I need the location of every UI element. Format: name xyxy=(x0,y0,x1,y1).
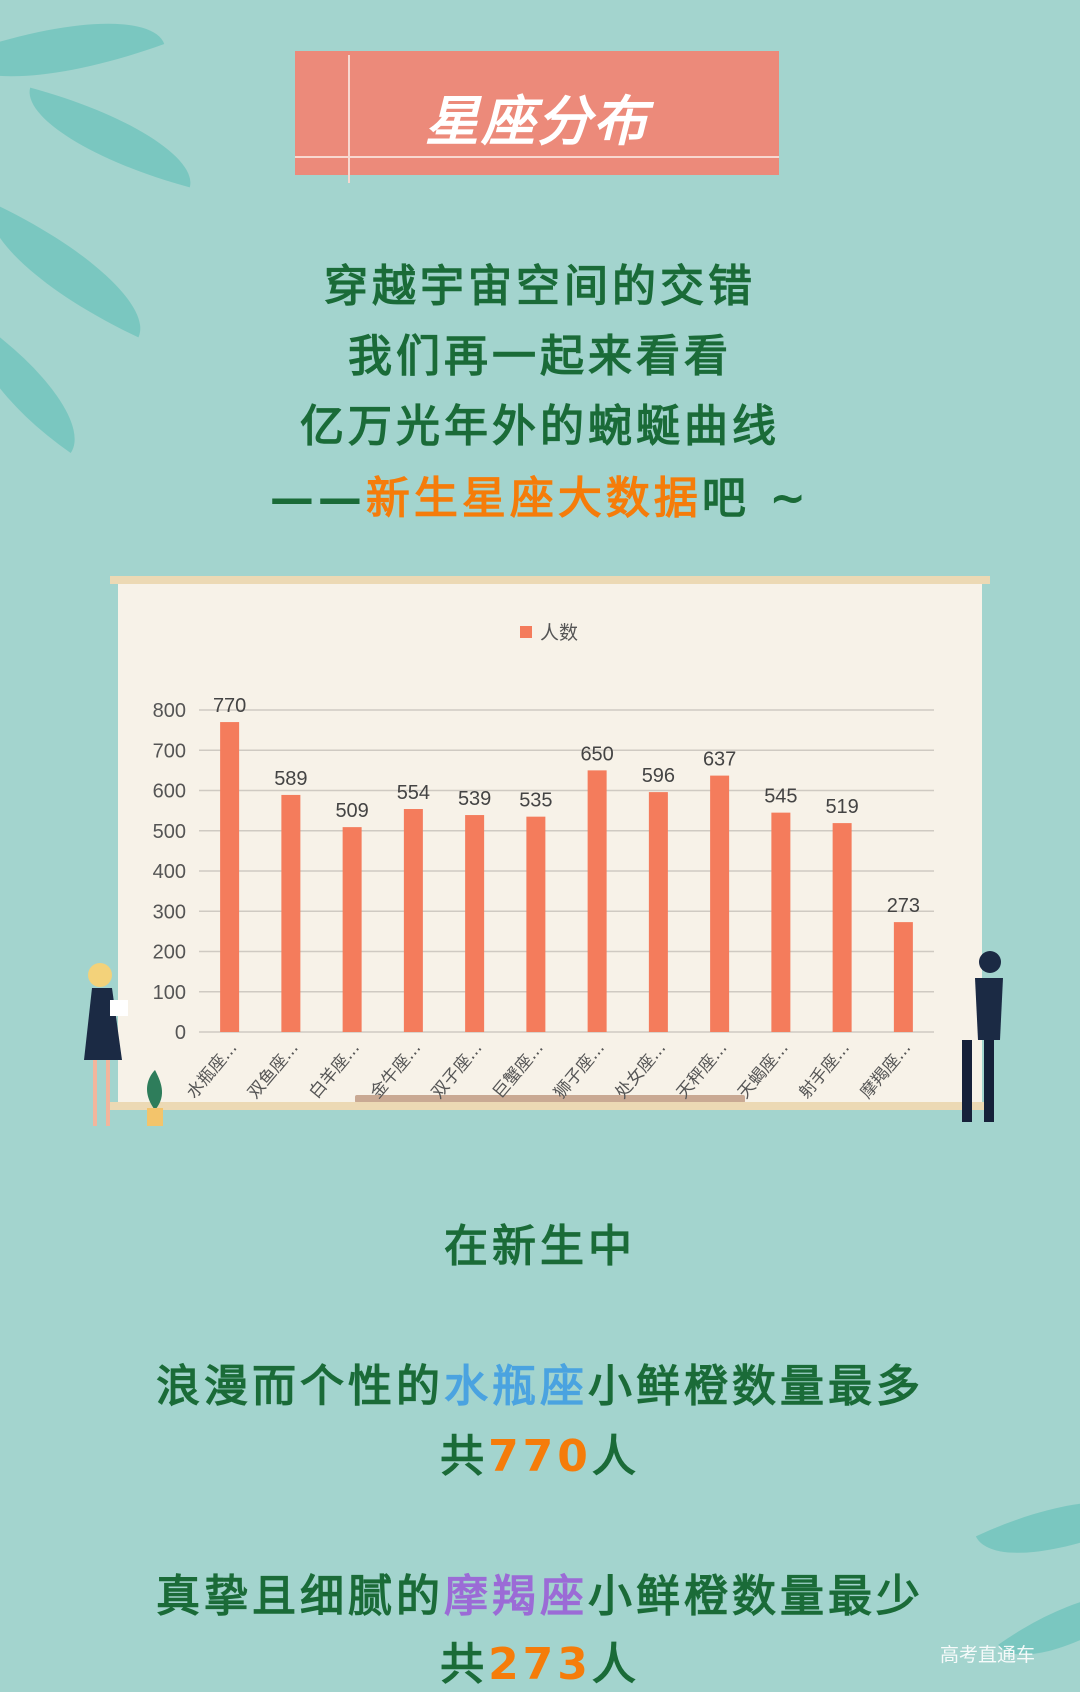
title-banner: 星座分布 xyxy=(295,51,779,183)
data-label: 650 xyxy=(580,743,613,765)
intro-line-3: 亿万光年外的蜿蜒曲线 xyxy=(300,401,780,452)
text: 共 xyxy=(440,1431,489,1482)
text: 小鲜橙数量最多 xyxy=(588,1361,924,1412)
x-tick-label: 摩羯座... xyxy=(857,1038,916,1102)
x-tick-label: 金牛座... xyxy=(367,1038,426,1102)
x-tick-label: 巨蟹座... xyxy=(489,1038,548,1102)
data-label: 509 xyxy=(335,800,368,822)
summary-max-line: 浪漫而个性的水瓶座小鲜橙数量最多 xyxy=(0,1350,1080,1414)
text: 小鲜橙数量最少 xyxy=(588,1571,924,1622)
data-label: 273 xyxy=(887,895,920,917)
data-label: 519 xyxy=(825,796,858,818)
suffix-text: 吧 ~ xyxy=(701,473,811,524)
intro-line-4: ——新生星座大数据吧 ~ xyxy=(0,462,1080,526)
summary-min-count: 共273人 xyxy=(0,1628,1080,1692)
bar xyxy=(526,816,546,1032)
man-figure-icon xyxy=(984,1040,994,1122)
y-tick-label: 700 xyxy=(153,740,186,762)
plant-icon xyxy=(147,1070,163,1110)
text: 人 xyxy=(591,1639,640,1690)
x-tick-label: 双子座... xyxy=(428,1038,487,1102)
y-tick-label: 200 xyxy=(153,942,186,964)
divider xyxy=(348,55,350,183)
data-label: 554 xyxy=(397,782,430,804)
text: 浪漫而个性的 xyxy=(156,1361,444,1412)
text: 共 xyxy=(440,1639,489,1690)
divider xyxy=(295,156,779,158)
x-tick-label: 双鱼座... xyxy=(244,1038,303,1102)
x-tick-label: 射手座... xyxy=(795,1038,854,1102)
summary-min-line: 真挚且细腻的摩羯座小鲜橙数量最少 xyxy=(0,1560,1080,1624)
text: 真挚且细腻的 xyxy=(156,1571,444,1622)
highlight-text: 新生星座大数据 xyxy=(365,473,702,524)
data-label: 535 xyxy=(519,790,552,812)
board-bottom-rod xyxy=(110,1102,990,1110)
y-tick-label: 0 xyxy=(175,1022,186,1044)
y-tick-label: 600 xyxy=(153,781,186,803)
woman-figure-icon xyxy=(84,988,122,1060)
bar xyxy=(648,792,668,1032)
bar xyxy=(832,823,852,1032)
x-tick-label: 处女座... xyxy=(612,1038,671,1102)
plant-icon xyxy=(147,1108,163,1126)
text: 人 xyxy=(591,1431,640,1482)
bar xyxy=(587,770,607,1032)
y-tick-label: 800 xyxy=(153,700,186,722)
page-title: 星座分布 xyxy=(425,90,649,153)
x-tick-label: 天秤座... xyxy=(673,1038,732,1102)
data-label: 596 xyxy=(642,765,675,787)
min-count: 273 xyxy=(488,1639,592,1690)
bar-chart: 0 100 200 300 400 500 600 700 800 人数 770 水瓶座... 589 双… xyxy=(84,622,1003,1126)
y-tick-label: 400 xyxy=(153,861,186,883)
legend-swatch xyxy=(520,626,532,638)
summary-max-count: 共770人 xyxy=(0,1420,1080,1484)
data-label: 545 xyxy=(764,786,797,808)
woman-figure-icon xyxy=(88,963,112,987)
data-label: 637 xyxy=(703,749,736,771)
man-figure-icon xyxy=(975,978,1003,1040)
woman-figure-icon xyxy=(106,1060,110,1126)
man-figure-icon xyxy=(979,951,1001,973)
watermark: 高考直通车 xyxy=(940,1644,1036,1666)
max-count: 770 xyxy=(488,1431,592,1482)
x-tick-label: 白羊座... xyxy=(305,1038,364,1102)
intro-line-2: 我们再一起来看看 xyxy=(348,331,732,382)
bar xyxy=(771,812,791,1032)
x-tick-label: 天蝎座... xyxy=(734,1038,793,1102)
bar xyxy=(281,794,301,1032)
y-tick-label: 500 xyxy=(153,821,186,843)
x-tick-label: 狮子座... xyxy=(550,1038,609,1102)
x-tick-label: 水瓶座... xyxy=(183,1038,242,1102)
bar xyxy=(465,815,485,1032)
man-figure-icon xyxy=(962,1040,972,1122)
bar xyxy=(220,722,240,1032)
y-tick-label: 300 xyxy=(153,901,186,923)
board-top-rod xyxy=(110,576,990,584)
data-label: 770 xyxy=(213,695,246,717)
y-tick-label: 100 xyxy=(153,982,186,1004)
legend-label: 人数 xyxy=(540,622,578,644)
summary-heading: 在新生中 xyxy=(444,1221,636,1272)
bar xyxy=(403,809,423,1032)
data-label: 589 xyxy=(274,768,307,790)
bar xyxy=(710,775,730,1032)
woman-figure-icon xyxy=(110,1000,128,1016)
board-shadow xyxy=(355,1095,745,1103)
data-label: 539 xyxy=(458,788,491,810)
woman-figure-icon xyxy=(93,1060,97,1126)
max-sign: 水瓶座 xyxy=(444,1361,588,1412)
dash: —— xyxy=(269,473,366,524)
bar xyxy=(893,922,913,1032)
bar xyxy=(342,827,362,1032)
intro-line-1: 穿越宇宙空间的交错 xyxy=(324,261,756,312)
min-sign: 摩羯座 xyxy=(444,1571,588,1622)
